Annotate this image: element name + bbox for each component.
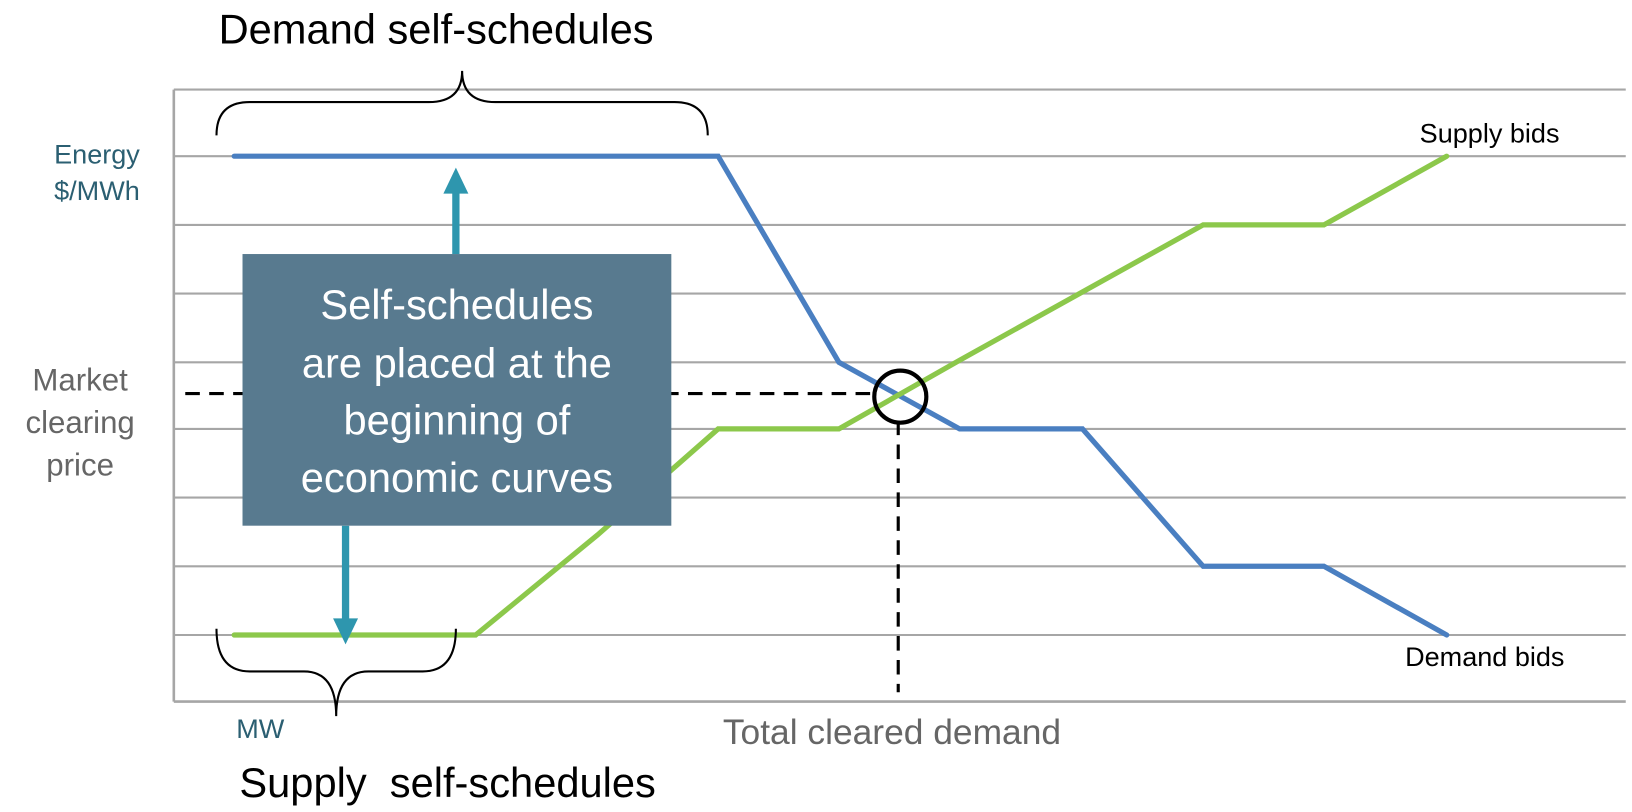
supply-label: Supply bids bbox=[1420, 119, 1560, 149]
price-label: clearing bbox=[25, 405, 134, 440]
callout-text: economic curves bbox=[301, 454, 613, 501]
bottom-label: Supply self-schedules bbox=[239, 759, 655, 806]
x-axis-unit: MW bbox=[236, 714, 285, 744]
callout-box bbox=[242, 254, 672, 526]
x-axis-label: Total cleared demand bbox=[723, 713, 1061, 752]
y-axis-label: Energy bbox=[54, 139, 140, 169]
callout-text: are placed at the bbox=[302, 339, 612, 386]
bottom-brace bbox=[215, 628, 457, 717]
arrow-head bbox=[333, 618, 359, 645]
clearing-point bbox=[872, 368, 929, 425]
supply-curve bbox=[231, 153, 1450, 638]
callout-text: beginning of bbox=[344, 397, 571, 444]
top-brace bbox=[215, 70, 709, 136]
demand-curve bbox=[231, 153, 1450, 638]
callout-text: Self-schedules bbox=[320, 281, 593, 328]
price-label: Market bbox=[32, 362, 128, 397]
price-label: price bbox=[46, 448, 114, 483]
arrow-head bbox=[443, 167, 469, 194]
top-label: Demand self-schedules bbox=[219, 5, 654, 52]
y-axis-label: $/MWh bbox=[54, 176, 140, 206]
demand-label: Demand bids bbox=[1405, 642, 1564, 672]
